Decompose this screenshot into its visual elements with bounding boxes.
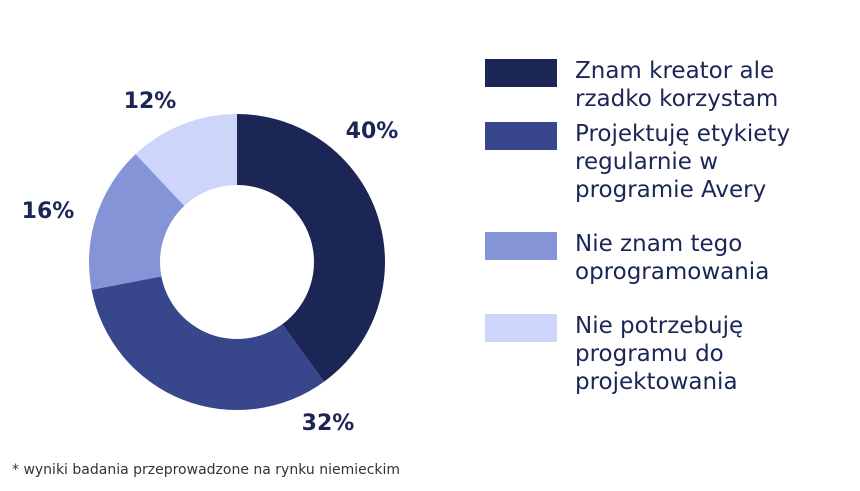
legend-swatch bbox=[485, 122, 557, 150]
legend-label: Nie potrzebuję programu do projektowania bbox=[575, 313, 744, 395]
donut-slice bbox=[237, 114, 386, 382]
legend-swatch bbox=[485, 314, 557, 342]
legend-label: Nie znam tego oprogramowania bbox=[575, 231, 770, 285]
legend-label: Projektuję etykiety regularnie w program… bbox=[575, 121, 791, 203]
legend-item: Projektuję etykiety regularnie w program… bbox=[485, 120, 837, 204]
chart: 40% 32% 16% 12% bbox=[22, 89, 399, 436]
data-label: 32% bbox=[302, 411, 355, 436]
legend-item: Nie znam tego oprogramowania bbox=[485, 230, 837, 286]
legend-label: Znam kreator ale rzadko korzystam bbox=[575, 58, 779, 112]
footnote: * wyniki badania przeprowadzone na rynku… bbox=[12, 462, 401, 478]
donut-slice bbox=[89, 154, 185, 290]
data-label: 40% bbox=[346, 119, 399, 144]
data-label: 16% bbox=[22, 199, 75, 224]
legend-swatch bbox=[485, 232, 557, 260]
legend-item: Znam kreator ale rzadko korzystam bbox=[485, 57, 837, 113]
donut-slice bbox=[135, 114, 237, 206]
legend-swatch bbox=[485, 59, 557, 87]
data-label: 12% bbox=[124, 89, 177, 114]
donut-slice bbox=[91, 276, 324, 411]
legend-item: Nie potrzebuję programu do projektowania bbox=[485, 312, 837, 396]
